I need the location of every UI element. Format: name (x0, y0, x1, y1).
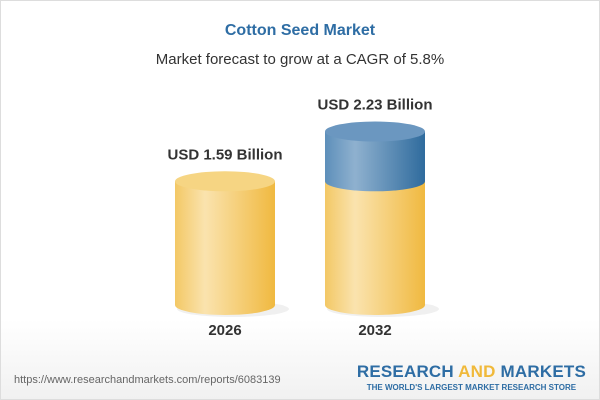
bar-growth-2032-top (325, 121, 425, 142)
x-tick-label: 2026 (208, 322, 241, 339)
bar-growth-2032 (325, 131, 425, 192)
data-label: USD 2.23 Billion (317, 97, 432, 114)
bar-base-2032 (325, 181, 425, 315)
chart-title: Cotton Seed Market (224, 22, 376, 39)
chart-plot: USD 1.59 Billion 2026 USD 2.23 Billion 2032 (167, 97, 439, 339)
brand-logo: RESEARCH AND MARKETS THE WORLD'S LARGEST… (356, 362, 586, 392)
bar-2026 (175, 181, 275, 315)
source-url[interactable]: https://www.researchandmarkets.com/repor… (14, 374, 281, 386)
data-label: USD 1.59 Billion (167, 146, 282, 163)
chart-subtitle: Market forecast to grow at a CAGR of 5.8… (155, 51, 445, 68)
bar-2026-top (175, 171, 275, 192)
x-tick-label: 2032 (358, 322, 391, 339)
